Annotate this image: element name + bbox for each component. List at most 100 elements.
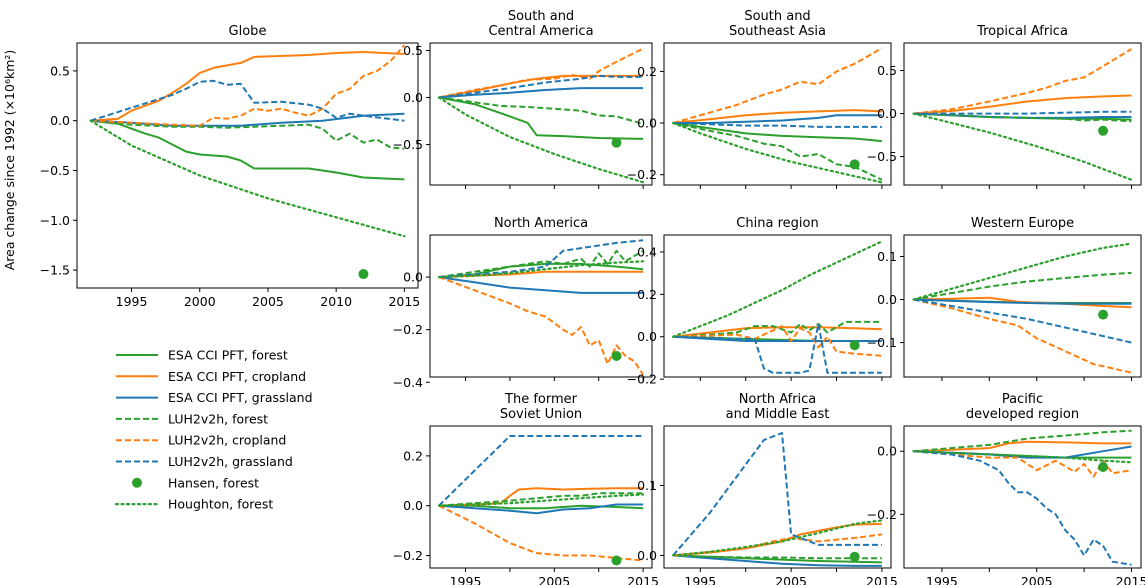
y-tick-label: −0.5 [393, 137, 423, 152]
axes-frame [903, 425, 1142, 569]
line-luh2v2h-cropland [438, 276, 644, 375]
line-esa-cci-pft-cropland [913, 440, 1132, 453]
series-group [89, 44, 406, 280]
y-tick-label: −1.0 [40, 213, 70, 228]
line-houghton-forest [437, 96, 645, 184]
legend-label: Hansen, forest [168, 475, 259, 490]
y-tick-label: 0.0 [403, 498, 423, 513]
line-luh2v2h-forest [673, 320, 882, 338]
line-houghton-forest [672, 240, 883, 338]
line-luh2v2h-cropland [913, 298, 1132, 374]
line-houghton-forest [672, 519, 883, 557]
series-group [912, 242, 1133, 374]
y-tick-label: 0.0 [877, 292, 897, 307]
legend-swatch [132, 477, 142, 488]
x-tick-label: 1995 [926, 574, 958, 585]
panel-title: South and Central America [488, 9, 593, 39]
line-houghton-forest [912, 112, 1133, 181]
panel-title: North Africa and Middle East [726, 392, 830, 422]
hansen-forest-marker [849, 159, 860, 170]
line-luh2v2h-grassland [913, 110, 1132, 115]
y-tick-label: −0.4 [393, 375, 423, 390]
line-luh2v2h-grassland [438, 239, 644, 279]
y-tick-label: 0.1 [637, 478, 657, 493]
legend-item-esa-cci-pft-forest: ESA CCI PFT, forest [116, 348, 288, 363]
y-tick-label: −0.2 [627, 167, 657, 182]
y-tick-label: 0.0 [403, 270, 423, 285]
series-group [672, 240, 883, 374]
y-tick-label: −0.2 [393, 548, 423, 563]
line-luh2v2h-cropland [673, 533, 883, 557]
line-esa-cci-pft-grassland [913, 298, 1132, 305]
axes-frame [429, 42, 653, 186]
line-luh2v2h-cropland [672, 47, 883, 124]
y-tick-label: −0.2 [393, 322, 423, 337]
series-group [672, 432, 883, 567]
panel-western-europe: Western Europe 0.1 0.0 −0.1 [867, 216, 1142, 381]
x-tick-label: 2005 [775, 574, 807, 585]
hansen-forest-marker [611, 350, 622, 361]
x-tick-label: 2005 [252, 294, 284, 309]
line-esa-cci-pft-grassland [673, 554, 882, 567]
panel-title: Tropical Africa [976, 24, 1068, 39]
panel-title: Globe [229, 24, 267, 39]
panel-the-former-soviet-union: The former Soviet Union 0.2 0.0 −0.2 1995 2005… [393, 392, 659, 585]
hansen-forest-marker [611, 555, 622, 566]
line-luh2v2h-forest [438, 249, 644, 279]
y-tick-label: 0.0 [50, 113, 70, 128]
line-luh2v2h-cropland [438, 47, 644, 99]
legend-label: LUH2v2h, cropland [168, 433, 286, 448]
line-luh2v2h-cropland [438, 504, 644, 562]
legend-item-luh2v2h-forest: LUH2v2h, forest [116, 411, 268, 426]
line-luh2v2h-grassland [913, 450, 1132, 566]
line-houghton-forest [89, 119, 406, 238]
y-tick-label: −0.5 [867, 149, 897, 164]
series-group [437, 435, 645, 566]
y-tick-label: 0.1 [877, 249, 897, 264]
y-tick-label: 0.5 [50, 63, 70, 78]
x-tick-label: 2015 [1116, 574, 1145, 585]
legend-label: ESA CCI PFT, cropland [168, 369, 306, 384]
legend-item-esa-cci-pft-grassland: ESA CCI PFT, grassland [116, 390, 313, 405]
y-tick-label: 0.0 [637, 329, 657, 344]
line-esa-cci-pft-forest [438, 96, 644, 140]
line-esa-cci-pft-cropland [90, 51, 405, 122]
axes-frame [903, 234, 1142, 378]
legend-item-luh2v2h-grassland: LUH2v2h, grassland [116, 454, 293, 469]
line-esa-cci-pft-grassland [438, 503, 644, 515]
y-tick-label: 0.4 [637, 244, 657, 259]
panel-title: Western Europe [971, 216, 1074, 231]
panel-china-region: China region 0.4 0.2 0.0 −0.2 [627, 216, 892, 387]
x-tick-label: 2015 [866, 574, 898, 585]
line-luh2v2h-forest [90, 119, 405, 150]
y-tick-label: −0.2 [627, 372, 657, 387]
hansen-forest-marker [849, 340, 860, 351]
series-group [672, 47, 883, 184]
panel-south-and-southeast-asia: South and Southeast Asia 0.2 0.0 −0.2 [627, 9, 892, 189]
line-houghton-forest [437, 493, 645, 507]
panel-tropical-africa: Tropical Africa 0.5 0.0 −0.5 [867, 24, 1142, 189]
axes-frame [76, 42, 419, 289]
series-group [437, 239, 645, 375]
line-luh2v2h-forest [438, 96, 644, 125]
panel-title: The former Soviet Union [500, 392, 582, 422]
x-tick-label: 2015 [388, 294, 420, 309]
panel-south-and-central-america: South and Central America 0.5 0.0 −0.5 [393, 9, 653, 189]
axes-frame [663, 234, 892, 378]
y-tick-label: −0.2 [867, 507, 897, 522]
y-tick-label: 0.0 [877, 444, 897, 459]
line-luh2v2h-forest [438, 492, 644, 507]
legend-label: LUH2v2h, grassland [168, 454, 293, 469]
legend: ESA CCI PFT, forest ESA CCI PFT, cropland… [114, 348, 313, 512]
y-tick-label: 0.0 [637, 548, 657, 563]
axes-frame [663, 42, 892, 186]
line-luh2v2h-grassland [913, 298, 1132, 344]
y-tick-label: 0.2 [403, 448, 423, 463]
line-esa-cci-pft-forest [438, 504, 644, 510]
hansen-forest-marker [358, 269, 369, 280]
line-luh2v2h-grassland [673, 122, 882, 128]
x-tick-label: 2010 [320, 294, 352, 309]
line-luh2v2h-cropland [673, 325, 882, 357]
line-houghton-forest [672, 121, 883, 184]
y-tick-label: 0.0 [877, 106, 897, 121]
